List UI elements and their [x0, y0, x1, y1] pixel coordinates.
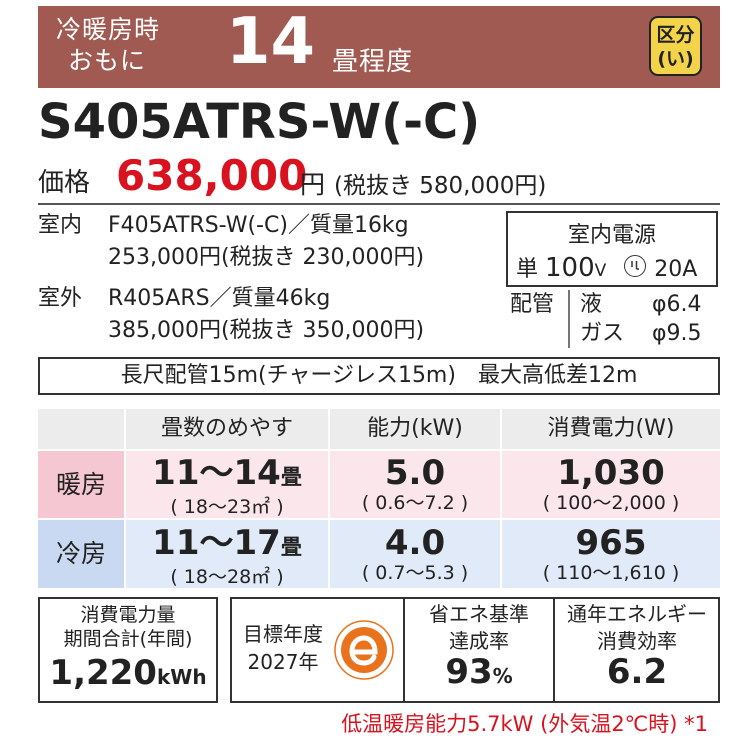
piping-gas-value: φ9.5 [652, 321, 702, 346]
outdoor-line1: R405ARS／質量46kg [108, 286, 331, 311]
outdoor-line2: 385,000円(税抜き 350,000円) [108, 318, 425, 343]
annual-power-unit: kWh [156, 665, 207, 689]
apf-value: 6.2 [606, 652, 668, 692]
cooling-capacity: 4.0 [384, 523, 446, 563]
achievement-unit: % [492, 664, 513, 688]
heating-power: 1,030 [557, 453, 665, 493]
outdoor-label: 室外 [38, 286, 83, 311]
header-line2: おもに [68, 46, 147, 75]
cooling-capacity-cell: 4.0 ( 0.7～5.3 ) [330, 520, 500, 588]
table-corner [38, 409, 124, 449]
heating-tatami-range: ( 18～23㎡ ) [170, 496, 284, 518]
energy-divider-1 [403, 597, 405, 703]
heating-tatami-cell: 11～14畳 ( 18～23㎡ ) [126, 451, 328, 518]
achievement-line2: 達成率 [449, 629, 509, 653]
achievement: 省エネ基準 達成率 93% [405, 601, 553, 690]
heating-capacity-range: ( 0.6～7.2 ) [361, 492, 469, 514]
cooling-tatami-range: ( 18～28㎡ ) [170, 566, 284, 588]
long-piping-text: 長尺配管15m(チャージレス15m) 最大高低差12m [120, 363, 638, 388]
header-power: 消費電力(W) [502, 409, 720, 449]
voltage-unit: V [594, 261, 607, 281]
power-source-box: 室内電源 単 100V 20A [506, 211, 718, 287]
voltage: 100 [545, 253, 595, 283]
target-year: 目標年度 2027年 [232, 620, 334, 676]
price-label: 価格 [38, 168, 91, 198]
annual-power-line2: 期間合計(年間) [63, 628, 193, 650]
apf-line1: 通年エネルギー [567, 602, 707, 626]
apf-line2: 消費効率 [597, 629, 677, 653]
indoor-line2: 253,000円(税抜き 230,000円) [108, 245, 425, 270]
divider [38, 203, 720, 205]
piping-label: 配管 [510, 292, 555, 317]
indoor-line1: F405ATRS-W(-C)／質量16kg [108, 213, 409, 238]
piping-liquid-label: 液 [580, 292, 603, 317]
achievement-value: 93 [445, 652, 493, 692]
row-label-cooling: 冷房 [38, 520, 124, 588]
badge-line2: (い) [657, 48, 694, 70]
heating-tatami: 11～14 [152, 453, 281, 493]
price-value: 638,000 [116, 151, 308, 200]
apf: 通年エネルギー 消費効率 6.2 [555, 601, 719, 692]
room-size-number: 14 [226, 5, 316, 79]
single-phase: 単 [516, 257, 539, 282]
annual-power-line1: 消費電力量 [80, 604, 176, 626]
piping-gas-label: ガス [580, 321, 625, 346]
annual-power-box: 消費電力量 期間合計(年間) 1,220kWh [38, 597, 218, 703]
row-label-heating: 暖房 [38, 451, 124, 518]
achievement-line1: 省エネ基準 [429, 602, 529, 626]
heating-tatami-unit: 畳 [280, 465, 302, 489]
indoor-label: 室内 [38, 213, 83, 238]
heating-power-range: ( 100～2,000 ) [542, 492, 680, 514]
amperage: 20A [654, 257, 698, 282]
target-year-line1: 目標年度 [243, 622, 323, 646]
energy-label-box [230, 597, 720, 703]
piping-divider [568, 290, 570, 348]
low-temp-heating-note: 低温暖房能力5.7kW (外気温2℃時) *1 [341, 712, 708, 736]
energy-divider-2 [553, 597, 555, 703]
header-banner: 冷暖房時 おもに 14 畳程度 区分 (い) [38, 5, 720, 88]
heating-power-cell: 1,030 ( 100～2,000 ) [502, 451, 720, 518]
cooling-power-cell: 965 ( 110～1,610 ) [502, 520, 720, 588]
power-source-value: 単 100V 20A [516, 251, 697, 283]
header-tatami: 畳数のめやす [126, 409, 328, 449]
room-size-unit: 畳程度 [332, 47, 414, 77]
badge-line1: 区分 [656, 24, 695, 46]
cooling-power-range: ( 110～1,610 ) [542, 562, 680, 584]
e-mark-icon [334, 620, 394, 680]
model-number: S405ATRS-W(-C) [38, 94, 481, 150]
cooling-tatami-cell: 11～17畳 ( 18～28㎡ ) [126, 520, 328, 588]
power-source-title: 室内電源 [567, 223, 656, 248]
piping-liquid-value: φ6.4 [652, 292, 702, 317]
plug-icon [624, 255, 646, 277]
cooling-capacity-range: ( 0.7～5.3 ) [361, 562, 469, 584]
header-line1: 冷暖房時 [56, 15, 161, 44]
long-piping-box: 長尺配管15m(チャージレス15m) 最大高低差12m [38, 357, 720, 395]
cooling-tatami: 11～17 [152, 523, 281, 563]
heating-capacity: 5.0 [384, 453, 446, 493]
price-tax-excluded: (税抜き 580,000円) [334, 173, 547, 199]
cooling-tatami-unit: 畳 [280, 535, 302, 559]
price-yen: 円 [300, 170, 326, 199]
header-capacity: 能力(kW) [330, 409, 500, 449]
header-label: 冷暖房時 おもに [56, 14, 160, 76]
target-year-line2: 2027年 [247, 650, 319, 674]
cooling-power: 965 [575, 523, 647, 563]
category-badge: 区分 (い) [649, 16, 702, 76]
heating-capacity-cell: 5.0 ( 0.6～7.2 ) [330, 451, 500, 518]
annual-power-value: 1,220 [49, 653, 157, 693]
